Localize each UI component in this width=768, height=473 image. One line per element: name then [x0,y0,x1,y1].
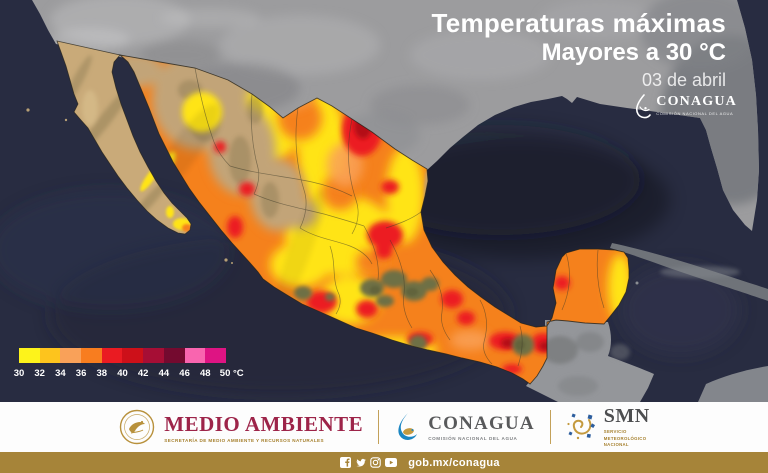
footer-institutional-band: MEDIO AMBIENTE SECRETARÍA DE MEDIO AMBIE… [0,402,768,452]
gov-gold-bar: gob.mx/conagua [0,452,768,473]
smn-subtitle-line: METEOROLÓGICO [603,435,647,441]
legend-label: 30 [13,368,25,379]
legend-label: 48 [200,368,211,379]
smn-spiral-icon [567,413,595,440]
instagram-icon [370,457,381,468]
legend-swatch [60,348,82,363]
conagua-drop-icon [636,94,652,119]
semarnat-eagle-seal-icon [120,409,155,445]
cuba-landmass [610,243,768,301]
title-line-2: Mayores a 30 °C [541,38,726,66]
conagua-water-drop-icon [398,413,418,440]
medio-ambiente-title: MEDIO AMBIENTE [164,411,364,436]
gov-url-text: gob.mx/conagua [408,456,500,469]
legend-tick-labels: 30 32 34 36 38 40 42 44 46 48 50 °C [14,368,254,380]
legend-swatch [101,348,123,363]
smn-subtitle-line: SERVICIO [603,428,627,434]
twitter-icon [356,458,367,467]
islands [26,108,639,285]
footer-divider [378,410,380,444]
youtube-icon [385,458,398,467]
smn-footer-logo: SMN SERVICIO METEOROLÓGICO NACIONAL [566,405,650,450]
legend-swatch [205,348,226,363]
smn-footer-title: SMN [603,404,650,427]
conagua-footer-logo: CONAGUA COMISIÓN NACIONAL DEL AGUA [394,412,535,442]
map-title-block: Temperaturas máximas Mayores a 30 °C 03 … [431,8,726,91]
honduras-corner-landmass [698,366,768,402]
legend-color-bar [19,348,226,363]
legend-label: 32 [34,368,45,379]
legend-swatch [143,348,164,363]
legend-label: 46 [179,368,190,379]
medio-ambiente-logo: MEDIO AMBIENTE SECRETARÍA DE MEDIO AMBIE… [118,408,363,446]
legend-swatch [163,348,185,363]
legend-swatch [19,348,40,363]
legend-label: 36 [75,368,87,379]
legend-swatch [184,348,206,363]
legend-label: 44 [158,368,170,379]
medio-ambiente-subtitle: SECRETARÍA DE MEDIO AMBIENTE Y RECURSOS … [164,437,325,443]
legend-label: 40 [117,368,128,379]
legend-label: 38 [96,368,108,379]
smn-footer-subtitle: SERVICIO METEOROLÓGICO NACIONAL [604,429,650,450]
conagua-map-logo-subtitle: COMISIÓN NACIONAL DEL AGUA [656,111,734,116]
guatemala-belize-landmass [526,320,768,402]
legend-label: 50 °C [219,368,244,379]
smn-subtitle-line: NACIONAL [603,442,629,448]
conagua-map-logo-text: CONAGUA [656,94,737,109]
mexico-temperature-map [0,0,768,402]
conagua-footer-subtitle: COMISIÓN NACIONAL DEL AGUA [428,436,518,441]
legend-swatch [122,348,144,363]
legend-label: 34 [55,368,66,379]
conagua-map-logo: CONAGUA COMISIÓN NACIONAL DEL AGUA [634,94,737,120]
legend-label: 42 [137,368,149,379]
footer-divider [549,410,551,444]
title-line-1: Temperaturas máximas [431,8,726,38]
legend-swatch [81,348,102,363]
title-date: 03 de abril [641,69,726,90]
temperature-legend: 30 32 34 36 38 40 42 44 46 48 50 °C [14,348,254,380]
state-boundaries [194,67,605,367]
facebook-icon [340,457,352,468]
conagua-footer-title: CONAGUA [428,413,535,434]
legend-swatch [39,348,61,363]
